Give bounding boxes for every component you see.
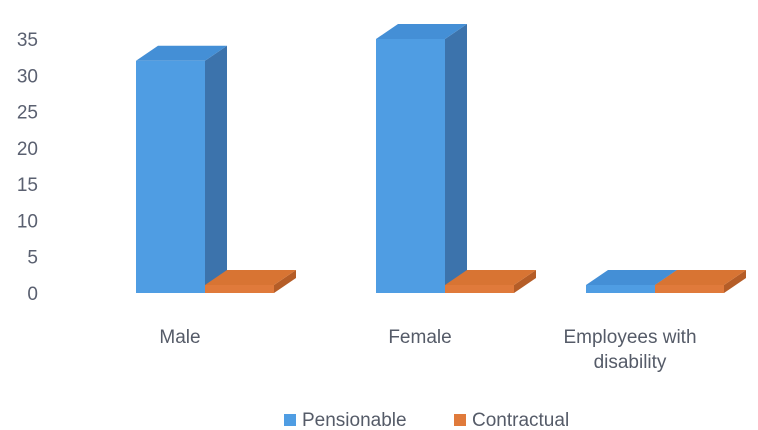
bar-top-face xyxy=(586,270,677,285)
x-tick-label-male: Male xyxy=(159,327,200,348)
bar-front-face xyxy=(376,39,445,293)
bar-side-face xyxy=(514,270,536,293)
bar-side-face xyxy=(205,45,227,294)
y-tick-label: 30 xyxy=(17,66,38,87)
bar-side-face xyxy=(445,24,467,293)
bar-top-face xyxy=(136,45,227,61)
y-tick-label: 0 xyxy=(27,284,38,305)
legend-item-contractual: Contractual xyxy=(454,410,569,430)
bars-layer xyxy=(136,24,746,294)
legend-item-pensionable: Pensionable xyxy=(284,410,407,430)
bar-pensionable-female xyxy=(376,24,467,293)
bar-top-face xyxy=(205,270,296,285)
legend-label: Pensionable xyxy=(302,410,407,430)
bar-top-face xyxy=(445,270,536,285)
x-axis: Male Female Employees with disability xyxy=(159,327,696,373)
x-tick-label-female: Female xyxy=(388,327,451,348)
bar-side-face xyxy=(274,270,296,293)
bar-pensionable-male xyxy=(136,45,227,294)
legend-swatch xyxy=(284,414,296,426)
bar-front-face xyxy=(586,285,655,293)
legend-swatch xyxy=(454,414,466,426)
bar-contractual-female xyxy=(445,270,536,293)
y-tick-label: 35 xyxy=(17,30,38,51)
y-axis: 0 5 10 15 20 25 30 35 xyxy=(17,30,38,305)
bar-contractual-male xyxy=(205,270,296,293)
bar-top-face xyxy=(376,24,467,39)
x-tick-label-employees-with-disability: Employees with disability xyxy=(563,327,696,373)
bar-top-face xyxy=(655,270,746,285)
bar-front-face xyxy=(445,285,514,293)
y-tick-label: 15 xyxy=(17,175,38,196)
legend: Pensionable Contractual xyxy=(284,410,569,430)
y-tick-label: 25 xyxy=(17,103,38,124)
bar-front-face xyxy=(205,285,274,293)
bar-contractual-employees-with-disability xyxy=(655,270,746,293)
bar-front-face xyxy=(655,285,724,293)
bar-side-face xyxy=(724,270,746,293)
y-tick-label: 10 xyxy=(17,211,38,232)
y-tick-label: 20 xyxy=(17,139,38,160)
y-tick-label: 5 xyxy=(27,248,38,269)
legend-label: Contractual xyxy=(472,410,569,430)
bar-front-face xyxy=(136,60,205,294)
